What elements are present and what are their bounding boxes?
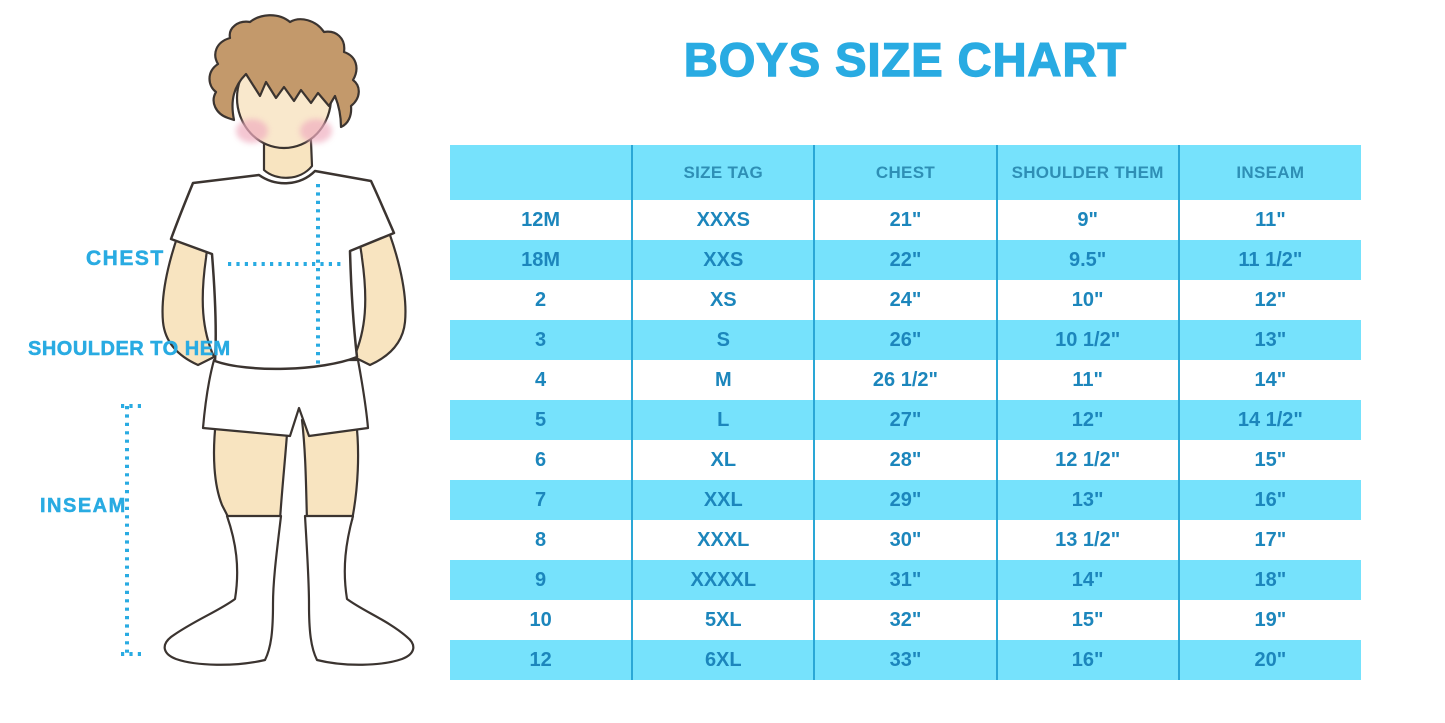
table-cell: 24" bbox=[813, 280, 997, 320]
size-table: SIZE TAG CHEST SHOULDER THEM INSEAM 12M X… bbox=[450, 145, 1361, 680]
table-row: 9 XXXXL 31" 14" 18" bbox=[450, 560, 1361, 600]
table-cell: XXL bbox=[631, 480, 815, 520]
table-cell: 13 1/2" bbox=[995, 520, 1179, 560]
boy-tshirt bbox=[169, 169, 396, 371]
column-header-inseam: INSEAM bbox=[1177, 145, 1361, 200]
table-row: 7 XXL 29" 13" 16" bbox=[450, 480, 1361, 520]
table-cell: 26 1/2" bbox=[813, 360, 997, 400]
column-header-size bbox=[450, 145, 633, 200]
table-cell: 14" bbox=[1177, 360, 1361, 400]
table-cell: M bbox=[631, 360, 815, 400]
boy-blush-right bbox=[300, 119, 332, 143]
table-cell: 10 bbox=[450, 600, 633, 640]
table-row: 4 M 26 1/2" 11" 14" bbox=[450, 360, 1361, 400]
table-cell: 3 bbox=[450, 320, 633, 360]
table-cell: 26" bbox=[813, 320, 997, 360]
table-cell: 9 bbox=[450, 560, 633, 600]
table-cell: XXS bbox=[631, 240, 815, 280]
table-row: 2 XS 24" 10" 12" bbox=[450, 280, 1361, 320]
table-cell: 30" bbox=[813, 520, 997, 560]
table-cell: 19" bbox=[1177, 600, 1361, 640]
table-cell: XXXL bbox=[631, 520, 815, 560]
table-cell: 6 bbox=[450, 440, 633, 480]
table-cell: 11 1/2" bbox=[1177, 240, 1361, 280]
table-cell: 13" bbox=[995, 480, 1179, 520]
table-row: 12M XXXS 21" 9" 11" bbox=[450, 200, 1361, 240]
inseam-label: INSEAM bbox=[40, 495, 127, 518]
boy-blush-left bbox=[236, 119, 268, 143]
table-row: 6 XL 28" 12 1/2" 15" bbox=[450, 440, 1361, 480]
table-cell: 17" bbox=[1177, 520, 1361, 560]
table-cell: S bbox=[631, 320, 815, 360]
table-cell: 2 bbox=[450, 280, 633, 320]
table-cell: XXXXL bbox=[631, 560, 815, 600]
table-cell: 20" bbox=[1177, 640, 1361, 680]
table-cell: 14" bbox=[995, 560, 1179, 600]
boy-hair bbox=[208, 14, 360, 129]
table-cell: 5XL bbox=[631, 600, 815, 640]
table-cell: 4 bbox=[450, 360, 633, 400]
table-cell: 11" bbox=[995, 360, 1179, 400]
table-cell: 6XL bbox=[631, 640, 815, 680]
table-cell: 14 1/2" bbox=[1177, 400, 1361, 440]
page-title: BOYS SIZE CHART bbox=[683, 32, 1128, 86]
table-cell: 22" bbox=[813, 240, 997, 280]
table-row: 12 6XL 33" 16" 20" bbox=[450, 640, 1361, 680]
table-cell: 12" bbox=[1177, 280, 1361, 320]
boy-shorts bbox=[201, 358, 370, 438]
table-row: 3 S 26" 10 1/2" 13" bbox=[450, 320, 1361, 360]
size-table-body: 12M XXXS 21" 9" 11" 18M XXS 22" 9.5" 11 1/2" 2 XS 24… bbox=[450, 200, 1361, 680]
table-cell: 18M bbox=[450, 240, 633, 280]
table-cell: 8 bbox=[450, 520, 633, 560]
table-cell: XXXS bbox=[631, 200, 815, 240]
table-cell: 12M bbox=[450, 200, 633, 240]
table-cell: 16" bbox=[1177, 480, 1361, 520]
table-cell: 12" bbox=[995, 400, 1179, 440]
table-row: 10 5XL 32" 15" 19" bbox=[450, 600, 1361, 640]
boy-right-sock bbox=[303, 514, 415, 666]
table-cell: 32" bbox=[813, 600, 997, 640]
table-cell: 12 1/2" bbox=[995, 440, 1179, 480]
table-row: 18M XXS 22" 9.5" 11 1/2" bbox=[450, 240, 1361, 280]
table-cell: 18" bbox=[1177, 560, 1361, 600]
table-cell: 27" bbox=[813, 400, 997, 440]
table-cell: 9" bbox=[995, 200, 1179, 240]
table-cell: 29" bbox=[813, 480, 997, 520]
column-header-chest: CHEST bbox=[813, 145, 997, 200]
table-cell: 31" bbox=[813, 560, 997, 600]
boy-figure-illustration bbox=[121, 14, 415, 666]
table-cell: XL bbox=[631, 440, 815, 480]
table-cell: 10 1/2" bbox=[995, 320, 1179, 360]
table-row: 8 XXXL 30" 13 1/2" 17" bbox=[450, 520, 1361, 560]
table-cell: 16" bbox=[995, 640, 1179, 680]
table-cell: 5 bbox=[450, 400, 633, 440]
boy-left-sock bbox=[163, 514, 283, 666]
table-cell: 9.5" bbox=[995, 240, 1179, 280]
table-cell: 11" bbox=[1177, 200, 1361, 240]
table-cell: 15" bbox=[1177, 440, 1361, 480]
column-header-shoulder-them: SHOULDER THEM bbox=[995, 145, 1179, 200]
table-cell: XS bbox=[631, 280, 815, 320]
column-header-size-tag: SIZE TAG bbox=[631, 145, 815, 200]
table-cell: L bbox=[631, 400, 815, 440]
table-cell: 21" bbox=[813, 200, 997, 240]
table-cell: 12 bbox=[450, 640, 633, 680]
size-table-header: SIZE TAG CHEST SHOULDER THEM INSEAM bbox=[450, 145, 1361, 200]
table-cell: 10" bbox=[995, 280, 1179, 320]
header-row: SIZE TAG CHEST SHOULDER THEM INSEAM bbox=[450, 145, 1361, 200]
table-cell: 28" bbox=[813, 440, 997, 480]
table-cell: 13" bbox=[1177, 320, 1361, 360]
shoulder-to-hem-label: SHOULDER TO HEM bbox=[28, 338, 231, 361]
table-cell: 15" bbox=[995, 600, 1179, 640]
table-cell: 33" bbox=[813, 640, 997, 680]
chest-label: CHEST bbox=[86, 247, 165, 271]
table-row: 5 L 27" 12" 14 1/2" bbox=[450, 400, 1361, 440]
table-cell: 7 bbox=[450, 480, 633, 520]
